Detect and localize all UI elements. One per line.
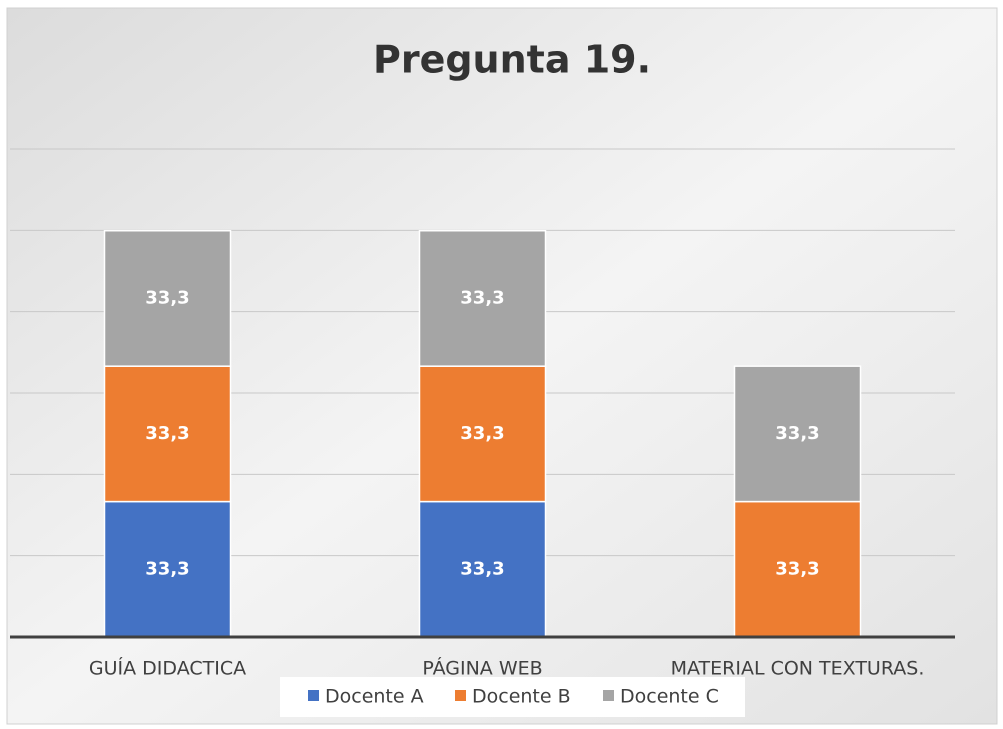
- data-label: 33,3: [775, 558, 819, 579]
- legend-label: Docente B: [472, 686, 571, 708]
- bar-segment: [103, 365, 232, 503]
- data-label: 33,3: [460, 287, 504, 308]
- bar-segment: [733, 500, 862, 638]
- bar-segment: [418, 365, 547, 503]
- bar-segment: [103, 229, 232, 367]
- x-tick-label: GUÍA DIDACTICA: [89, 657, 246, 680]
- legend-box: [280, 677, 745, 717]
- data-label: 33,3: [145, 558, 189, 579]
- data-label: 33,3: [775, 423, 819, 444]
- x-tick-label: PÁGINA WEB: [422, 657, 542, 680]
- x-tick-label: MATERIAL CON TEXTURAS.: [671, 658, 925, 680]
- legend-swatch: [455, 690, 466, 701]
- legend-swatch: [603, 690, 614, 701]
- chart-title: Pregunta 19.: [373, 38, 651, 82]
- data-label: 33,3: [460, 558, 504, 579]
- bar-segment: [418, 229, 547, 367]
- data-label: 33,3: [145, 287, 189, 308]
- legend-swatch: [308, 690, 319, 701]
- legend-label: Docente C: [620, 686, 719, 708]
- data-label: 33,3: [145, 423, 189, 444]
- data-label: 33,3: [460, 423, 504, 444]
- bar-segment: [733, 365, 862, 503]
- legend-label: Docente A: [325, 686, 424, 708]
